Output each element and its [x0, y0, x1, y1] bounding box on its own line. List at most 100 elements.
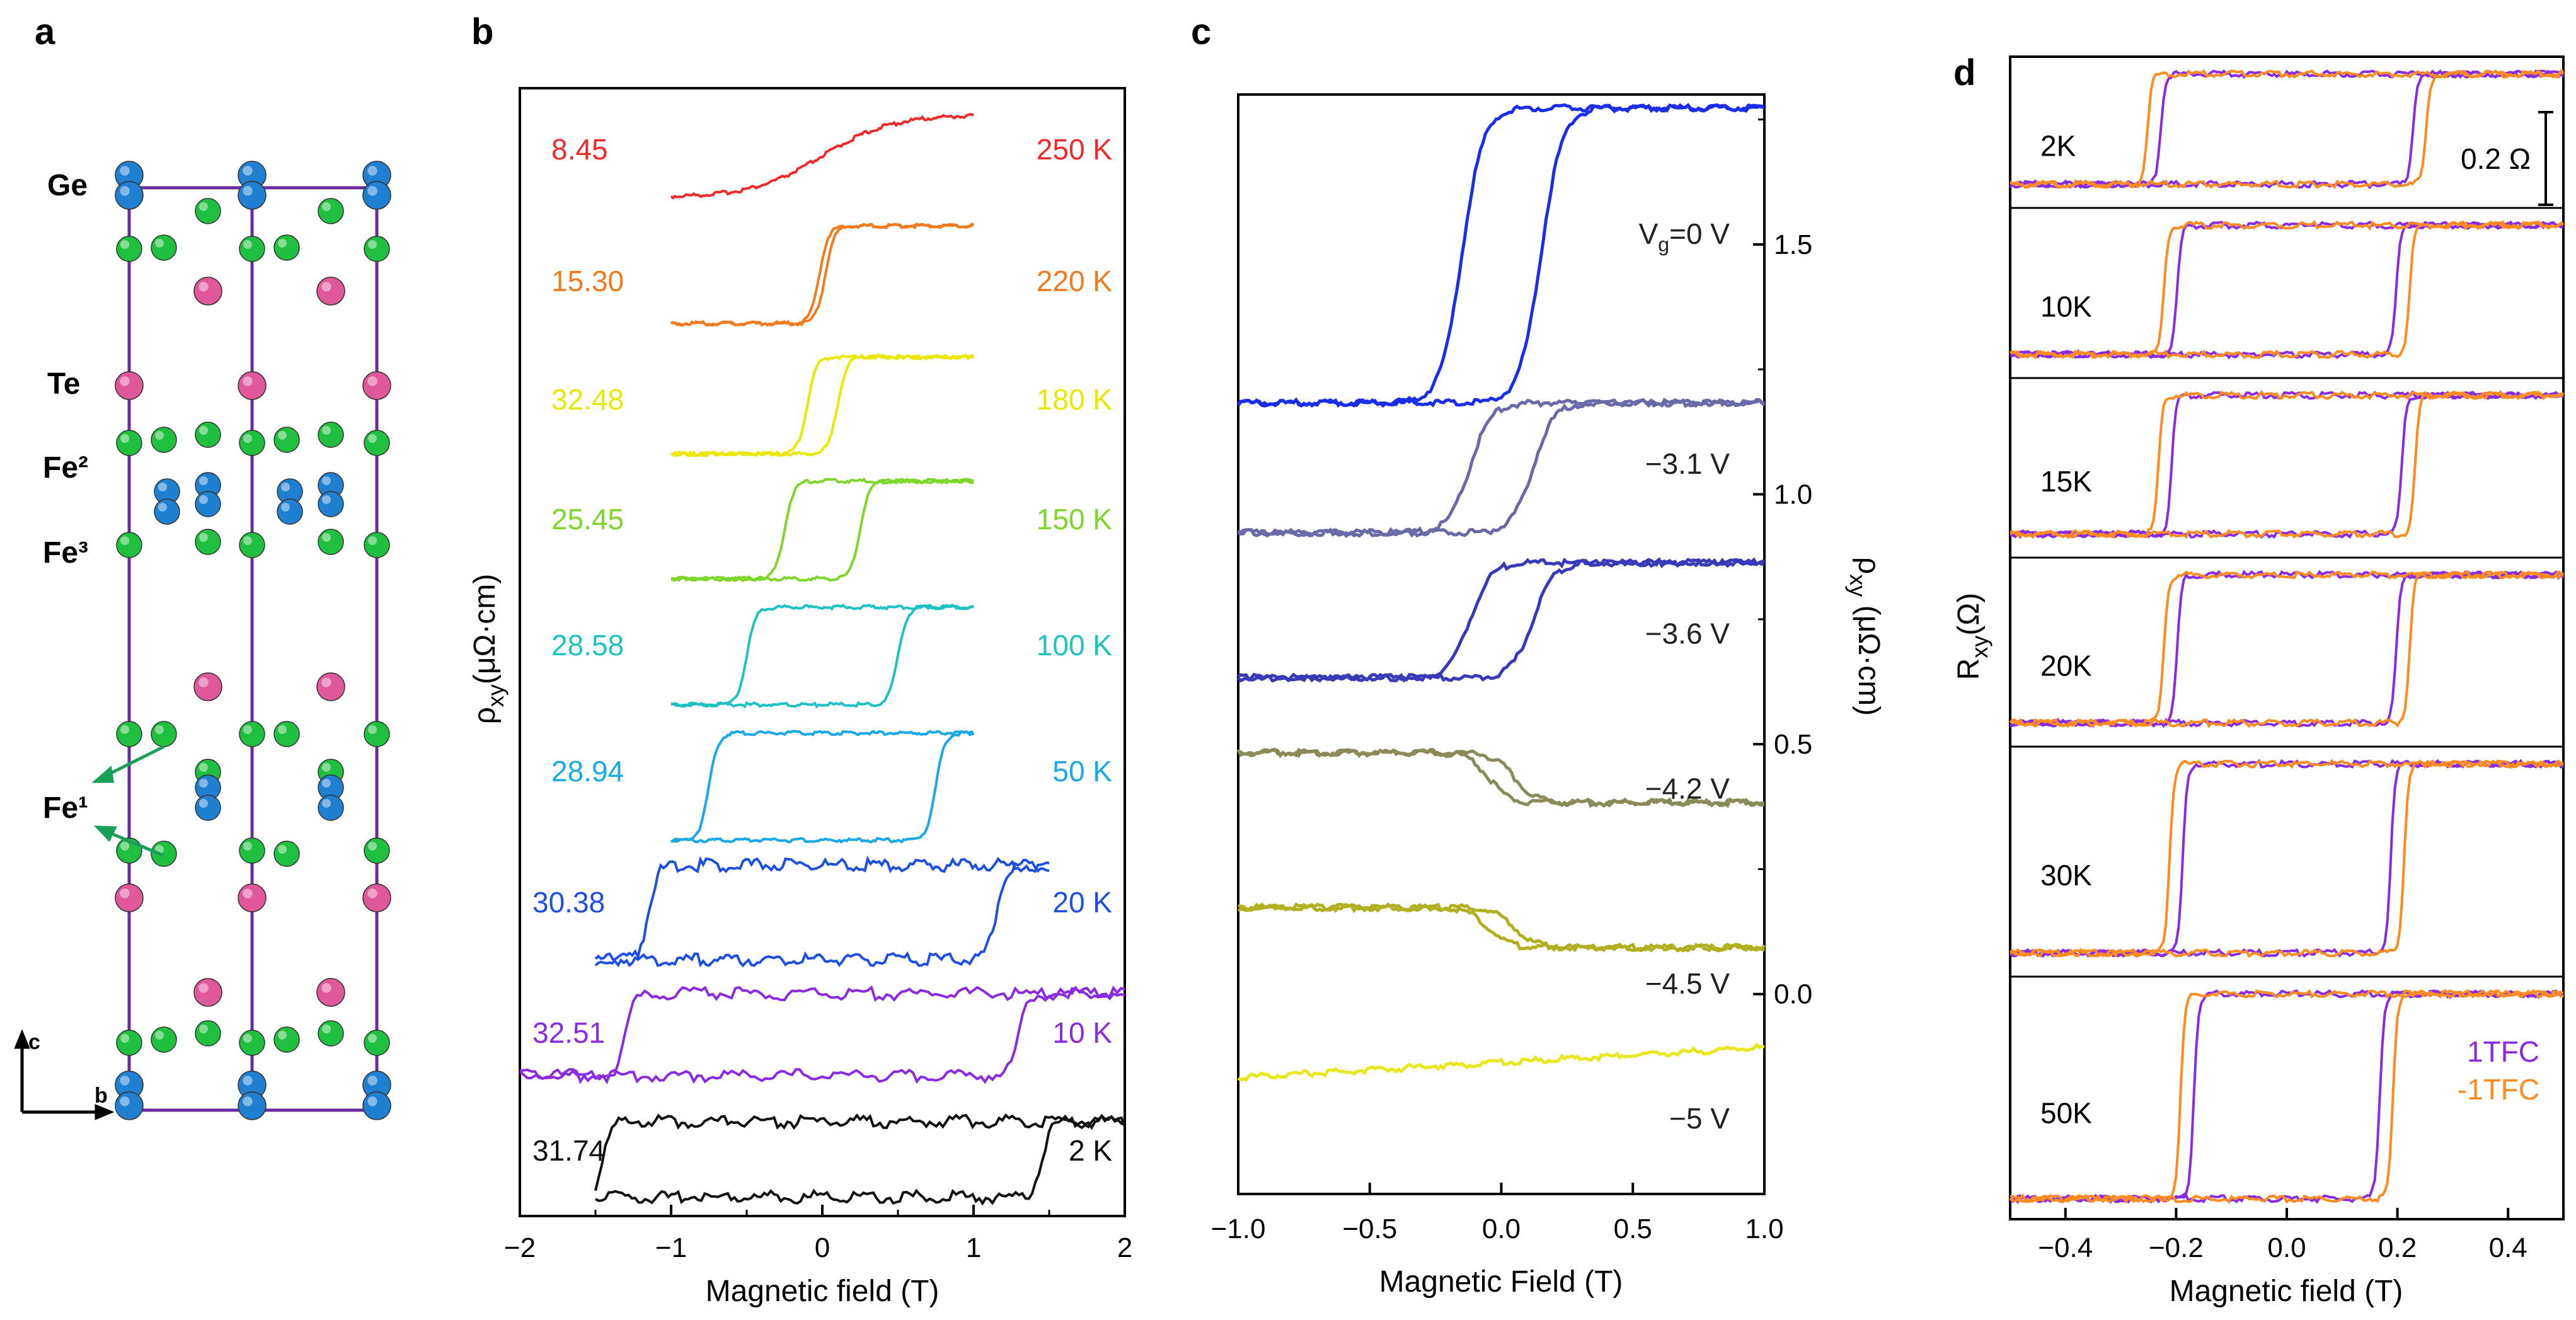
temperature-label: 2K — [2040, 130, 2076, 163]
atom-highlight — [158, 483, 167, 491]
x-tick-label: 1 — [966, 1232, 981, 1263]
series-gate-label: −4.2 V — [1645, 772, 1730, 805]
atom — [239, 236, 265, 262]
atom — [316, 978, 345, 1007]
y-tick-label: 0.0 — [1774, 979, 1812, 1010]
atom — [154, 498, 180, 525]
atom-highlight — [243, 434, 252, 443]
atom — [151, 234, 177, 261]
series-sweep-down — [1236, 103, 1765, 408]
series-temperature-label: 100 K — [1037, 629, 1113, 662]
temperature-label: 15K — [2040, 465, 2092, 498]
atom-label-fe1: Fe¹ — [43, 791, 88, 825]
panel-c-axes: −1.0 −0.5 0.0 0.5 1.0 0.0 0.5 1.0 1.5 — [1211, 118, 1812, 1244]
atom-highlight — [198, 983, 209, 993]
atom — [116, 430, 142, 456]
x-tick-label: 0.0 — [1482, 1214, 1521, 1244]
atom — [195, 529, 221, 555]
panel-d: d −0.4 −0.2 0.0 0.2 0.4 2K 10K 15K 20K 30K 50K 0.… — [1952, 52, 2565, 1308]
atom — [273, 841, 300, 867]
atom — [318, 491, 344, 517]
atom — [151, 1026, 177, 1053]
atom — [364, 236, 390, 262]
x-tick-label: 0.2 — [2378, 1232, 2417, 1263]
panel-d-axes: −0.4 −0.2 0.0 0.2 0.4 — [2010, 207, 2563, 1263]
atom-highlight — [155, 431, 164, 440]
temperature-label: 30K — [2040, 859, 2092, 892]
atom-highlight — [243, 186, 253, 196]
atom — [115, 181, 144, 210]
panel-b-xlabel: Magnetic field (T) — [706, 1275, 940, 1308]
atom-highlight — [278, 239, 287, 248]
atom-highlight — [368, 536, 377, 545]
atom-highlight — [368, 842, 377, 851]
series-sweep-up — [595, 1113, 1126, 1206]
atom — [364, 721, 390, 747]
atom-highlight — [120, 240, 129, 249]
atom — [238, 371, 267, 400]
atom-highlight — [278, 431, 287, 440]
series-sweep-down — [2009, 989, 2564, 1204]
atom-highlight — [198, 677, 209, 687]
atom-highlight — [120, 376, 130, 386]
legend-1tfc: 1TFC — [2467, 1035, 2539, 1068]
panel-a: a Ge Te Fe² Fe³ Fe¹ c b — [14, 11, 391, 1120]
series-sweep-down — [670, 353, 974, 457]
series-gate-label: −4.5 V — [1645, 967, 1730, 1000]
legend-minus-1tfc: -1TFC — [2458, 1073, 2539, 1106]
series-sweep-up — [1237, 1042, 1765, 1082]
atom-highlight — [120, 1034, 129, 1043]
atom-highlight — [322, 763, 331, 772]
panel-c-xlabel: Magnetic Field (T) — [1379, 1265, 1623, 1299]
scale-bar-label: 0.2 Ω — [2461, 142, 2531, 175]
atom-highlight — [198, 282, 209, 292]
atom-highlight — [281, 483, 290, 491]
panel-d-label: d — [1953, 52, 1975, 93]
scale-bar — [2538, 111, 2553, 206]
atom-label-te: Te — [47, 367, 80, 401]
series-sweep-down — [2010, 390, 2564, 539]
atom — [238, 883, 267, 912]
axis-indicator — [14, 1029, 115, 1120]
series-temperature-label: 10 K — [1052, 1016, 1112, 1049]
atom-highlight — [155, 239, 164, 248]
atom-highlight — [199, 202, 208, 211]
series-sweep-down — [670, 222, 974, 327]
x-tick-label: −2 — [504, 1232, 536, 1263]
series-sweep-down — [1238, 398, 1765, 538]
atom — [362, 883, 391, 912]
atom-highlight — [243, 376, 253, 386]
x-tick-label: 0.4 — [2489, 1232, 2527, 1263]
atom-highlight — [158, 503, 167, 512]
atom — [195, 198, 221, 224]
atom — [195, 1020, 221, 1047]
panel-d-ylabel: Rxy(Ω) — [1952, 593, 1992, 680]
series-gate-label: −3.6 V — [1645, 617, 1730, 650]
fe1-arrows — [91, 745, 165, 858]
series-sweep-down — [670, 603, 974, 708]
atom — [116, 532, 142, 558]
panel-a-label: a — [35, 11, 55, 52]
atom — [318, 795, 344, 821]
x-tick-label: −0.2 — [2149, 1232, 2204, 1263]
axis-b-label: b — [95, 1084, 108, 1108]
series-sweep-down — [670, 477, 975, 582]
atom-label-ge: Ge — [47, 169, 88, 202]
atom-highlight — [322, 533, 331, 542]
panel-b-x-axis: −2 −1 0 1 2 — [504, 1205, 1132, 1263]
series-sweep-up — [2010, 390, 2564, 539]
atom-highlight — [321, 677, 331, 687]
panel-b-curves — [519, 113, 1126, 1206]
atom — [364, 532, 390, 558]
atom-highlight — [199, 779, 208, 788]
series-value-label: 15.30 — [551, 265, 624, 297]
series-temperature-label: 2 K — [1069, 1134, 1112, 1167]
series-value-label: 28.94 — [551, 755, 624, 788]
atom — [195, 422, 221, 448]
atom-highlight — [243, 1096, 253, 1106]
series-sweep-down — [2010, 570, 2565, 728]
atom-highlight — [367, 888, 377, 898]
atom-highlight — [367, 1096, 377, 1106]
series-value-label: 28.58 — [551, 629, 624, 662]
